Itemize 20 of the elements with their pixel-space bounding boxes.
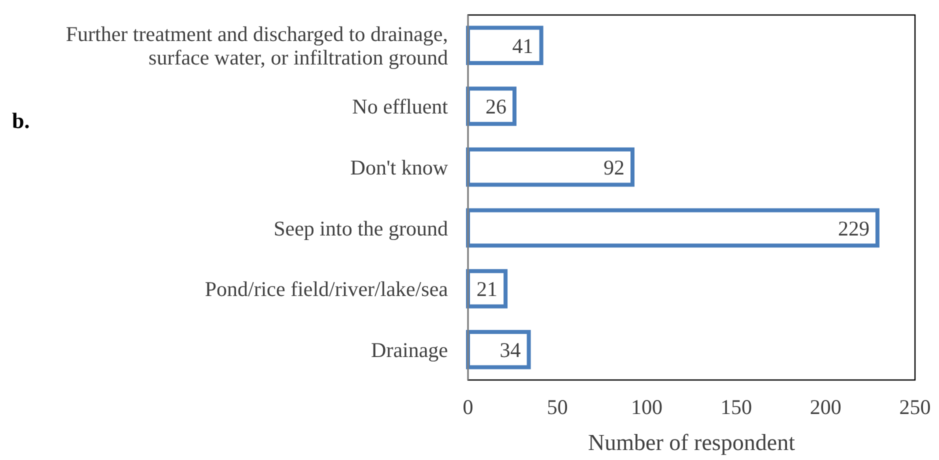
x-tick-label: 100	[631, 395, 663, 419]
data-label: 26	[485, 94, 506, 119]
y-tick-label: No effluent	[352, 94, 448, 119]
x-tick-label: 50	[546, 395, 568, 419]
y-tick-label: Seep into the ground	[274, 216, 448, 240]
y-tick-label: Further treatment and discharged to drainage, surface water, or infiltration ground	[66, 22, 448, 70]
x-tick-label: 150	[720, 395, 752, 419]
y-tick-label: Don't know	[350, 155, 449, 180]
data-label: 21	[476, 277, 498, 302]
x-axis-title: Number of respondent	[588, 430, 796, 455]
data-label: 229	[838, 216, 870, 240]
data-label: 92	[603, 155, 624, 180]
x-tick-label: 250	[899, 395, 931, 419]
x-tick-label: 0	[462, 395, 474, 419]
x-tick-label: 200	[810, 395, 842, 419]
y-tick-label: Drainage	[371, 338, 448, 362]
data-label: 34	[500, 338, 522, 362]
text: b.	[12, 108, 30, 133]
y-tick-label: Pond/rice field/river/lake/sea	[204, 277, 449, 302]
data-label: 41	[512, 34, 534, 58]
